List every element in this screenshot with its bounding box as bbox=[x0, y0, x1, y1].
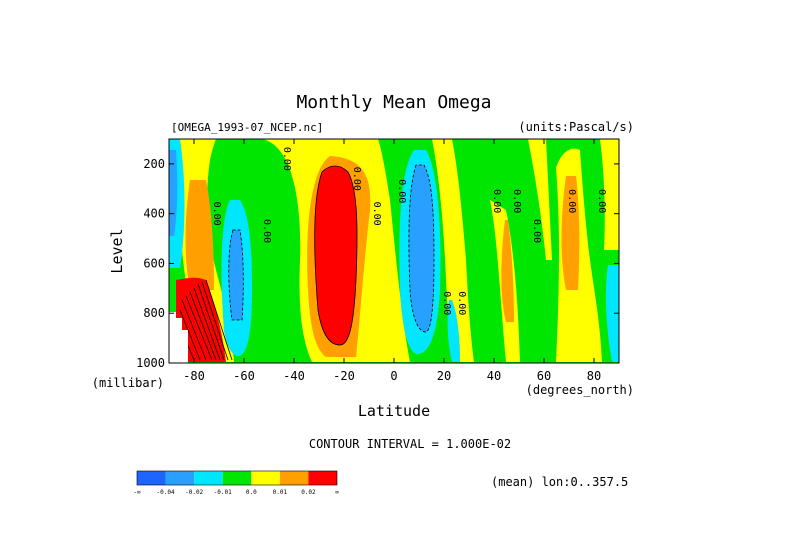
colorbar-label: 0.0 bbox=[246, 489, 257, 496]
x-tick-label: 80 bbox=[587, 369, 601, 383]
dense-contour-line bbox=[181, 299, 207, 361]
colorbar-label: 0.02 bbox=[301, 489, 316, 496]
contour-fill-orange-1 bbox=[185, 180, 214, 290]
contour-label: 0.00 bbox=[396, 179, 407, 203]
colorbar-swatch bbox=[137, 471, 166, 485]
contour-interval-text: CONTOUR INTERVAL = 1.000E-02 bbox=[309, 437, 511, 451]
plot-area: 0.00 0.00 0.00 0.00 0.00 0.00 0.00 0.00 0.00 0.00… bbox=[168, 138, 620, 364]
contour-line-1 bbox=[314, 165, 358, 346]
units-label: (units:Pascal/s) bbox=[518, 120, 634, 134]
y-axis-unit: (millibar) bbox=[92, 376, 164, 390]
y-tick-label: 600 bbox=[143, 256, 165, 270]
x-tick-label: -20 bbox=[333, 369, 355, 383]
x-tick-label: -40 bbox=[283, 369, 305, 383]
contour-fill-neg-2 bbox=[169, 150, 178, 236]
contour-fill-red-1 bbox=[314, 166, 358, 345]
contour-label: 0.00 bbox=[261, 219, 272, 243]
colorbar-swatch bbox=[222, 471, 252, 485]
contour-label: 0.00 bbox=[281, 147, 292, 171]
contour-label: 0.00 bbox=[531, 219, 542, 243]
y-tick-label: 200 bbox=[143, 157, 165, 171]
contour-fill-neg-4 bbox=[228, 230, 244, 320]
contour-label: 0.00 bbox=[596, 189, 607, 213]
colorbar-swatch bbox=[194, 471, 223, 485]
contour-label: 0.00 bbox=[211, 202, 222, 226]
contour-label: 0.00 bbox=[511, 189, 522, 213]
file-label: [OMEGA_1993-07_NCEP.nc] bbox=[171, 121, 323, 134]
x-tick-label: 40 bbox=[487, 369, 501, 383]
dense-contour-line bbox=[197, 283, 225, 361]
colorbar-swatch bbox=[251, 471, 280, 485]
y-tick-label: 1000 bbox=[136, 356, 165, 370]
dense-contour-line bbox=[201, 281, 229, 361]
x-tick-label: -60 bbox=[233, 369, 255, 383]
x-tick-label: -80 bbox=[183, 369, 205, 383]
contour-fill-orange-3 bbox=[501, 220, 514, 322]
x-tick-label: 60 bbox=[537, 369, 551, 383]
contour-label: 0.00 bbox=[351, 167, 362, 191]
contour-fill-neg-7 bbox=[605, 265, 619, 362]
colorbar-label: -0.04 bbox=[157, 489, 175, 496]
colorbar: -∞ -0.04 -0.02 -0.01 0.0 0.01 0.02 ∞ bbox=[133, 470, 339, 496]
colorbar-swatch bbox=[308, 471, 337, 485]
missing-data-region bbox=[169, 312, 188, 363]
x-axis-unit: (degrees_north) bbox=[526, 383, 634, 397]
contour-labels: 0.00 0.00 0.00 0.00 0.00 0.00 0.00 0.00 0.00 0.00… bbox=[211, 147, 607, 315]
dense-contour-lines bbox=[177, 279, 233, 361]
contour-fill-orange-4 bbox=[561, 176, 580, 290]
contour-fill-pos-5 bbox=[528, 139, 552, 260]
dense-contour-line bbox=[193, 287, 221, 361]
colorbar-label: ∞ bbox=[335, 489, 339, 496]
dense-contour-line bbox=[189, 291, 217, 361]
chart-title: Monthly Mean Omega bbox=[296, 92, 491, 113]
dense-contour-line bbox=[179, 309, 201, 361]
contour-label: 0.00 bbox=[491, 189, 502, 213]
x-tick-label: 20 bbox=[437, 369, 451, 383]
contour-fill-pos-7 bbox=[600, 139, 619, 250]
axes: -80 -60 -40 -20 0 20 40 60 80 200 400 600 800 1000 bbox=[136, 139, 619, 383]
colorbar-label: 0.01 bbox=[273, 489, 288, 496]
colorbar-label: -∞ bbox=[133, 489, 141, 496]
dense-contour-line bbox=[185, 295, 213, 361]
dense-contour-line bbox=[205, 279, 233, 361]
contour-fill-pos-3 bbox=[432, 139, 474, 362]
colorbar-swatch bbox=[279, 471, 309, 485]
contour-line-2 bbox=[408, 164, 435, 333]
x-tick-label: 0 bbox=[390, 369, 397, 383]
y-axis-label: Level bbox=[108, 228, 126, 273]
y-tick-label: 400 bbox=[143, 207, 165, 221]
contour-fill-neg-6 bbox=[408, 165, 434, 332]
contour-fill-neg-8 bbox=[447, 300, 460, 362]
colorbar-frame bbox=[136, 470, 338, 486]
contour-label: 0.00 bbox=[566, 189, 577, 213]
x-axis-label: Latitude bbox=[358, 402, 430, 420]
contour-line-3 bbox=[228, 229, 244, 321]
colorbar-swatch bbox=[165, 471, 195, 485]
contour-label: 0.00 bbox=[441, 291, 452, 315]
mean-text: (mean) lon:0..357.5 bbox=[491, 475, 628, 489]
colorbar-label: -0.01 bbox=[214, 489, 232, 496]
contour-label: 0.00 bbox=[371, 202, 382, 226]
colorbar-label: -0.02 bbox=[185, 489, 203, 496]
contour-label: 0.00 bbox=[456, 291, 467, 315]
y-tick-label: 800 bbox=[143, 306, 165, 320]
